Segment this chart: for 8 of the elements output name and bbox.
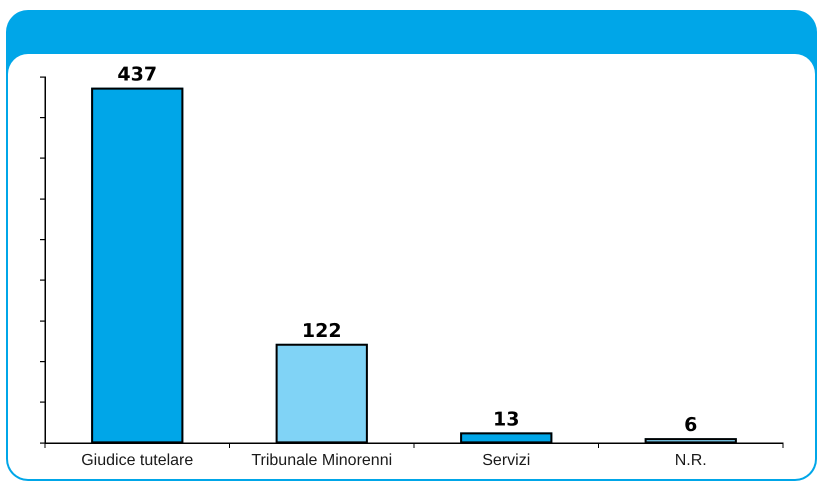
- x-tick-label: Giudice tutelare: [81, 452, 194, 470]
- x-tick-label: N.R.: [674, 452, 707, 470]
- data-label: 437: [117, 64, 158, 86]
- data-label: 122: [302, 320, 342, 342]
- data-label: 13: [493, 408, 520, 430]
- data-label: 6: [684, 414, 698, 436]
- x-tick-label: Servizi: [482, 452, 530, 470]
- x-tick-label: Tribunale Minorenni: [251, 452, 392, 470]
